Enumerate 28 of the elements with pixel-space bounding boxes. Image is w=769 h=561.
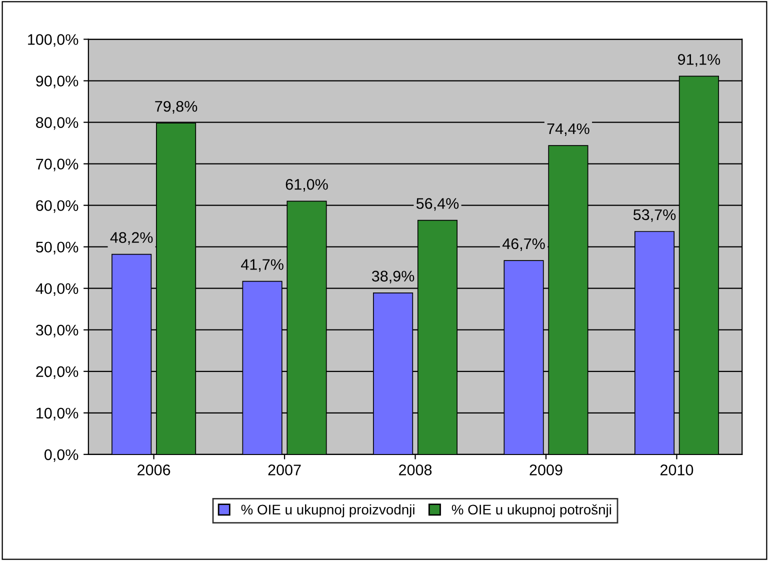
data-label: 79,8% [155,100,198,114]
y-tick-label: 80,0% [36,117,78,130]
data-label: 53,7% [633,209,676,222]
x-tick-label: 2008 [399,464,432,476]
data-label: 48,2% [110,232,153,245]
y-tick-label: 40,0% [36,283,78,296]
x-tick-label: 2006 [138,464,170,476]
data-label: 38,9% [372,270,414,284]
x-tick-label: 2010 [660,464,694,476]
data-label: 46,7% [502,238,545,251]
x-tick-label: 2007 [268,464,301,476]
data-label: 91,1% [678,54,720,67]
data-label: 74,4% [547,123,590,136]
data-label: 41,7% [241,259,284,272]
y-tick-label: 60,0% [36,200,78,213]
x-tick-label: 2009 [530,464,562,476]
y-tick-label: 20,0% [36,366,78,379]
data-label: 61,0% [286,179,328,192]
legend-label: % OIE u ukupnoj potrošnji [452,504,612,518]
y-tick-label: 100,0% [28,34,78,47]
legend-label: % OIE u ukupnoj proizvodnji [241,504,414,518]
y-tick-label: 50,0% [36,242,78,254]
y-tick-label: 90,0% [36,76,78,88]
y-tick-label: 30,0% [36,324,78,338]
data-label: 56,4% [416,198,459,211]
y-tick-label: 10,0% [36,408,78,420]
y-tick-label: 70,0% [36,158,78,172]
y-tick-label: 0,0% [44,449,78,462]
